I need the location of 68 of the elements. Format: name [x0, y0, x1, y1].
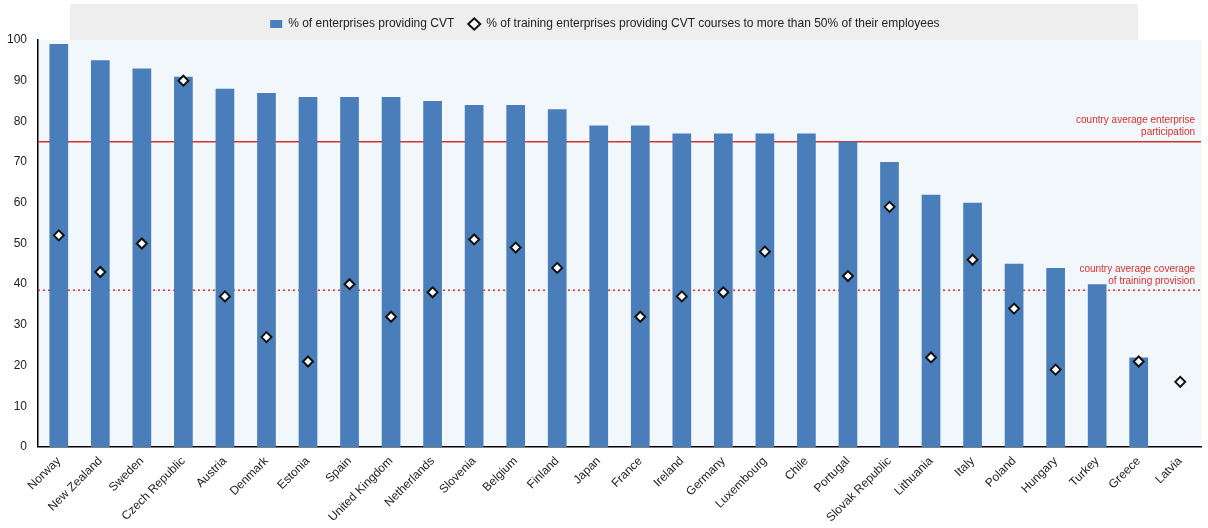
point: [177, 74, 190, 87]
ref-line-label: country average coverage of training provision: [1079, 263, 1196, 287]
bar: [1087, 284, 1107, 447]
bar: [132, 68, 152, 447]
point: [302, 355, 314, 368]
point: [1008, 302, 1021, 315]
bar: [963, 202, 982, 447]
bar: [340, 96, 359, 447]
bar: [215, 88, 235, 447]
y-tick-label: 20: [13, 357, 28, 372]
bar: [423, 101, 442, 447]
point: [925, 351, 938, 364]
legend-label: % of training enterprises providing CVT courses to more than 50% of their employees: [486, 16, 940, 31]
bar: [921, 194, 941, 447]
y-tick-label: 100: [6, 32, 28, 47]
point: [1132, 355, 1145, 368]
point: [52, 229, 65, 242]
point: [758, 245, 771, 258]
point: [135, 237, 148, 250]
bar: [174, 76, 193, 447]
y-tick-label: 50: [13, 235, 28, 250]
point: [883, 200, 896, 213]
bar: [797, 133, 816, 447]
y-tick-label: 30: [13, 317, 28, 332]
y-tick-label: 60: [13, 195, 28, 210]
point: [841, 270, 854, 283]
bar: [1129, 357, 1149, 447]
point: [468, 233, 481, 246]
bar: [589, 125, 609, 447]
point: [717, 286, 730, 299]
point: [385, 310, 398, 323]
bar: [298, 96, 318, 447]
bar: [880, 162, 899, 447]
x-tick-label: Italy: [951, 453, 978, 480]
point: [509, 241, 522, 254]
point: [218, 290, 231, 303]
y-tick-label: 0: [20, 439, 28, 454]
point: [966, 253, 979, 266]
bar: [90, 60, 110, 447]
bar: [838, 141, 858, 447]
bar: [381, 96, 401, 447]
bar: [1004, 263, 1024, 447]
point: [343, 278, 356, 291]
point: [675, 290, 688, 303]
bar: [755, 133, 775, 447]
bar: [547, 109, 567, 447]
y-tick-label: 80: [13, 113, 28, 128]
bar: [672, 133, 692, 447]
point: [634, 310, 647, 323]
point: [94, 265, 107, 278]
bar: [714, 133, 733, 447]
point: [426, 286, 439, 299]
point: [551, 261, 564, 274]
y-tick-label: 70: [13, 154, 28, 169]
bar: [49, 44, 69, 447]
ref-line-label: country average enterprise participation: [1076, 114, 1196, 138]
bar: [464, 105, 484, 447]
bar: [1046, 267, 1065, 447]
y-tick-label: 40: [13, 276, 28, 291]
point: [260, 331, 273, 344]
point: [1049, 363, 1062, 376]
y-tick-label: 90: [13, 73, 28, 88]
bar: [257, 92, 276, 447]
legend-label: % of enterprises providing CVT: [288, 16, 455, 31]
bar: [506, 105, 526, 447]
point: [1174, 375, 1187, 388]
y-tick-label: 10: [13, 398, 28, 413]
bar: [630, 125, 650, 447]
